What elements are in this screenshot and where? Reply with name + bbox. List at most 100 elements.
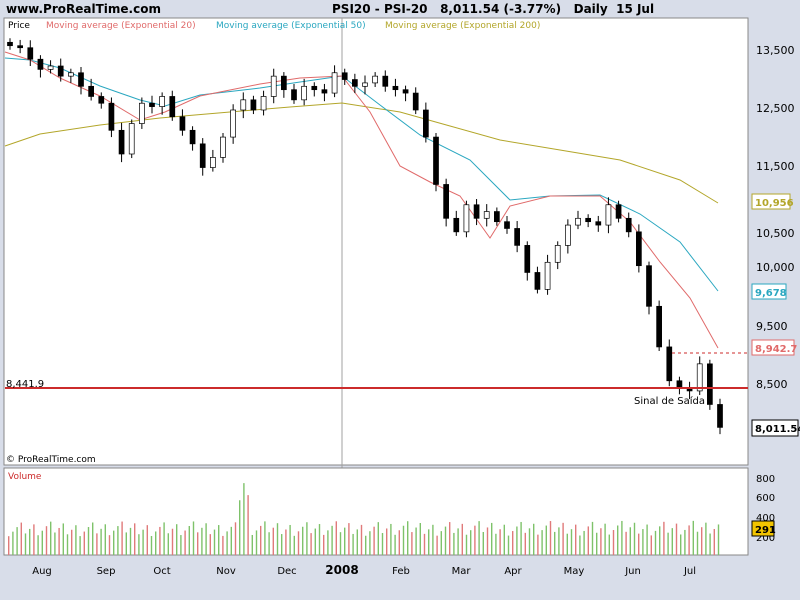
candle	[625, 217, 632, 233]
candle	[270, 75, 277, 97]
symbol: PSI20 - PSI-20	[332, 2, 428, 16]
volume-bar	[499, 529, 501, 555]
price-panel-title: Price	[8, 21, 30, 31]
candle	[220, 136, 226, 158]
vol-tick: 200	[756, 533, 775, 544]
volume-bar	[558, 527, 560, 555]
volume-bar	[318, 524, 321, 555]
volume-bar	[188, 525, 190, 555]
volume-last-value: 291	[755, 525, 776, 536]
y-tick: 12,500	[756, 102, 795, 115]
volume-bar	[541, 530, 543, 555]
volume-bar	[360, 524, 363, 555]
volume-bar	[675, 523, 678, 555]
volume-bar	[671, 528, 673, 555]
volume-bar	[159, 526, 161, 555]
volume-bar	[75, 525, 77, 555]
vol-tick: 400	[756, 513, 775, 524]
volume-bar	[373, 526, 375, 555]
candle	[372, 75, 378, 84]
volume-bar	[470, 530, 472, 555]
volume-bar	[352, 533, 354, 555]
ema50-value: 9,678	[755, 288, 787, 299]
volume-bar	[356, 529, 358, 555]
volume-bar	[474, 525, 476, 555]
volume-bar	[575, 524, 577, 555]
candle	[666, 346, 673, 382]
volume-bar	[415, 527, 417, 555]
volume-bar	[453, 532, 455, 555]
x-tick: 2008	[325, 563, 358, 577]
volume-panel-title: Volume	[8, 472, 42, 482]
volume-bar	[365, 535, 367, 555]
volume-bar	[348, 523, 350, 555]
y-tick: 13,500	[756, 44, 795, 57]
volume-bar	[314, 528, 316, 555]
volume-bar	[432, 524, 434, 555]
source-credit: © ProRealTime.com	[6, 455, 96, 465]
volume-bar	[381, 533, 384, 555]
volume-bar	[205, 523, 207, 555]
candle	[443, 184, 449, 219]
volume-bar	[684, 529, 686, 555]
volume-bar	[125, 532, 127, 555]
ema200-value: 10,956	[755, 198, 794, 209]
candle	[494, 211, 500, 223]
volume-bar	[398, 530, 400, 555]
candle	[473, 204, 480, 219]
volume-bar	[79, 536, 81, 555]
last-price: 8,011.54	[440, 2, 500, 16]
volume-bar	[570, 529, 573, 555]
volume-bar	[491, 522, 493, 555]
candle	[47, 65, 54, 70]
volume-bar	[272, 527, 274, 555]
candle	[483, 211, 490, 219]
volume-bar	[297, 531, 300, 555]
volume-bar	[516, 526, 518, 555]
volume-bar	[680, 534, 682, 555]
volume-bar	[62, 523, 64, 555]
candle	[291, 89, 297, 101]
x-tick: Aug	[32, 566, 52, 577]
volume-panel[interactable]	[3, 467, 749, 556]
volume-bar	[461, 523, 463, 555]
volume-bar	[33, 524, 35, 555]
volume-bar	[482, 531, 484, 555]
volume-bar	[41, 530, 43, 555]
volume-bar	[150, 536, 153, 555]
volume-bar	[323, 534, 325, 555]
candle	[301, 85, 307, 101]
volume-bar	[268, 532, 270, 555]
x-tick: May	[564, 566, 585, 577]
candle	[534, 272, 541, 290]
legend-ema20: Moving average (Exponential 20)	[46, 21, 196, 31]
volume-bar	[293, 535, 295, 555]
volume-bar	[717, 524, 720, 555]
candle	[412, 92, 419, 111]
price-panel[interactable]	[3, 17, 749, 466]
candle	[514, 228, 520, 246]
ema20-value-box	[751, 339, 795, 356]
candle	[118, 129, 125, 155]
volume-bar	[625, 531, 627, 555]
candle	[98, 96, 105, 104]
volume-bar	[612, 530, 615, 555]
candle	[392, 85, 399, 91]
candle	[605, 204, 612, 226]
volume-bar	[251, 534, 253, 555]
candle	[433, 136, 439, 185]
candle	[169, 96, 176, 118]
vol-tick: 600	[756, 493, 775, 504]
volume-bar	[638, 533, 640, 555]
volume-bar	[440, 531, 442, 555]
volume-bar	[96, 533, 98, 555]
volume-bar	[617, 525, 619, 555]
volume-bar	[50, 521, 52, 555]
last-price-value: 8,011.54	[755, 424, 800, 435]
volume-bar	[243, 483, 245, 555]
candle	[108, 102, 115, 131]
site-name[interactable]: www.ProRealTime.com	[6, 2, 161, 16]
volume-bar	[87, 527, 90, 555]
volume-bar	[549, 521, 552, 555]
